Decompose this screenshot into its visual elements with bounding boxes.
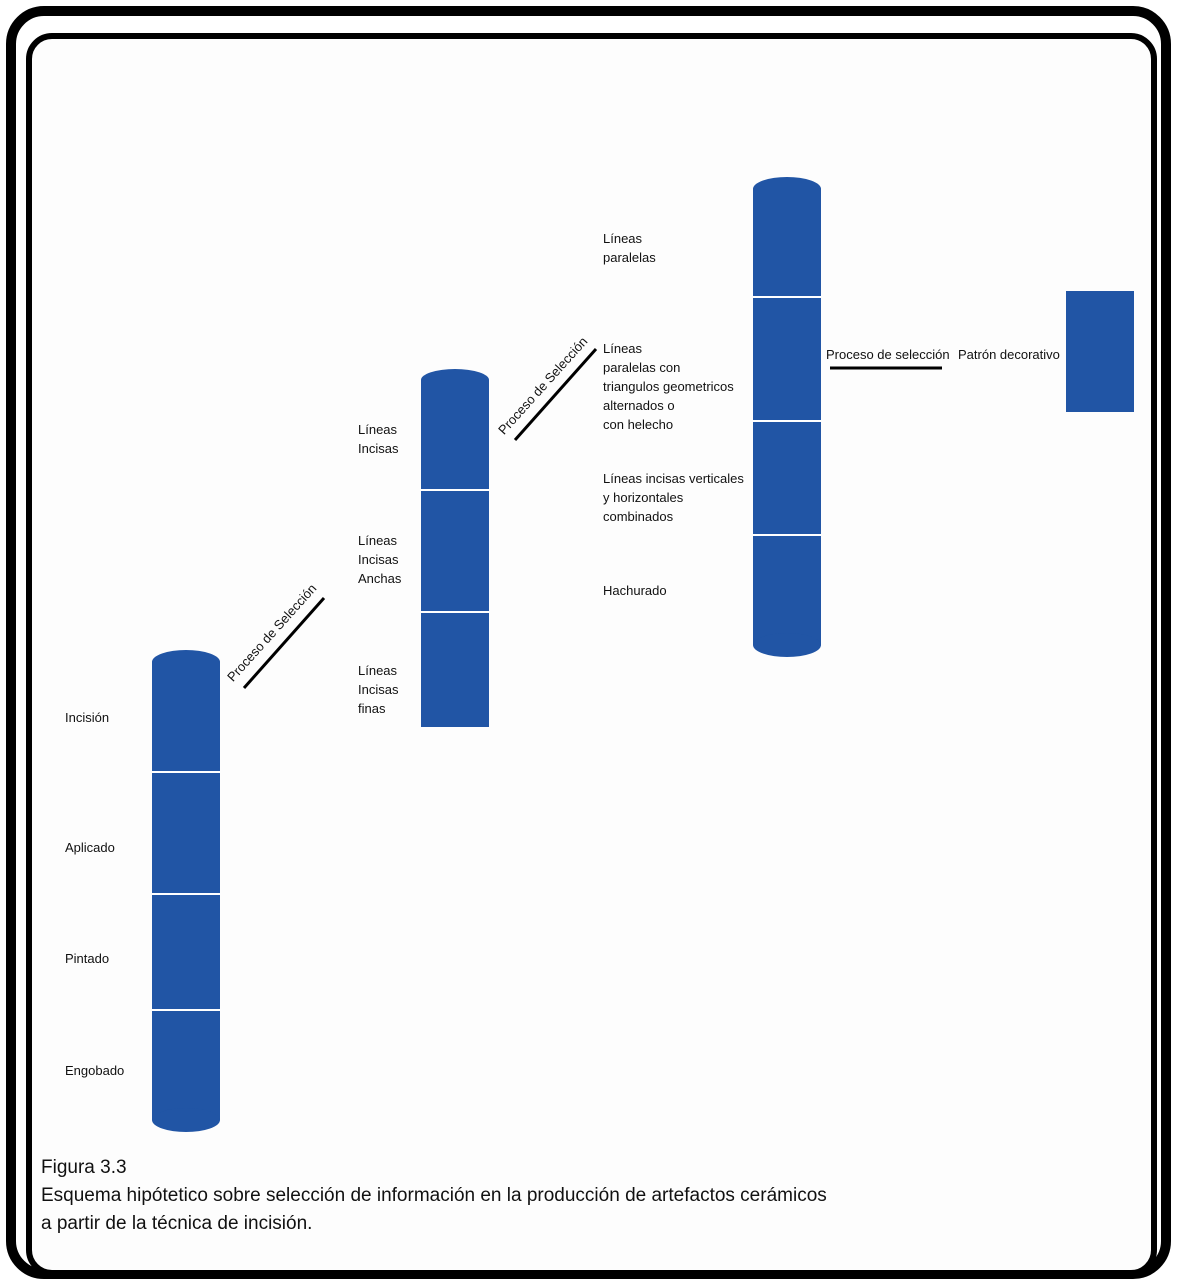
column-3-cylinder: [753, 177, 821, 657]
column-3-label-lineas-incisas-combinados: Líneas incisas verticales y horizontales…: [603, 471, 744, 524]
column-3-label-lineas-paralelas: Líneas paralelas: [603, 231, 656, 265]
column-2-label-lineas-incisas-finas: Líneas Incisas finas: [358, 663, 399, 716]
figure-caption-line-2: a partir de la técnica de incisión.: [41, 1213, 313, 1234]
column-3-label-lineas-paralelas-triangulos: Líneas paralelas con triangulos geometri…: [603, 341, 734, 432]
figure-number: Figura 3.3: [41, 1157, 127, 1178]
connector-line-1: [242, 597, 326, 689]
column-2-cylinder: [421, 369, 489, 727]
result-block: [1066, 291, 1134, 412]
column-2-label-lineas-incisas-anchas: Líneas Incisas Anchas: [358, 533, 402, 586]
column-1-cylinder: [152, 650, 220, 1132]
column-1-label-incision: Incisión: [65, 710, 110, 725]
column-1-label-pintado: Pintado: [65, 951, 110, 966]
result-label: Patrón decorativo: [958, 347, 1060, 362]
column-1-label-aplicado: Aplicado: [65, 840, 115, 855]
connector-label-3: Proceso de selección: [826, 347, 950, 362]
column-2-label-lineas-incisas: Líneas Incisas: [358, 422, 399, 456]
column-1-label-engobado: Engobado: [65, 1063, 125, 1078]
figure-caption-line-1: Esquema hipótetico sobre selección de in…: [41, 1185, 827, 1206]
column-3-label-hachurado: Hachurado: [603, 583, 667, 598]
connector-line-2: [513, 348, 598, 441]
